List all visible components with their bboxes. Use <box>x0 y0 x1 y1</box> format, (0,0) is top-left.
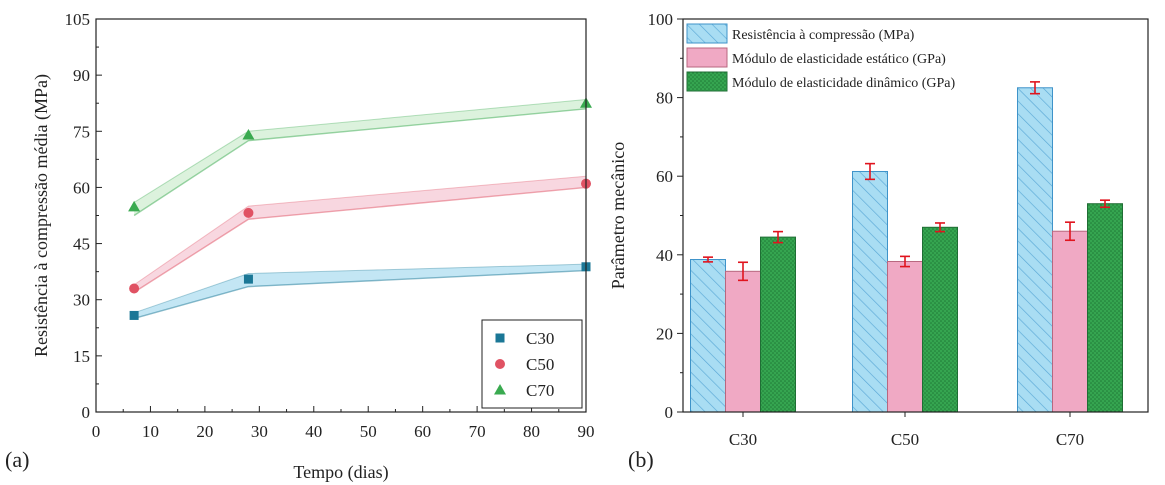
panel-a-chart: 0 10 20 30 40 50 60 70 80 90 0 15 30 45 60 75 90 105 Tem… <box>5 10 595 483</box>
panel-b-y-ticks: 0 20 40 60 80 100 <box>648 10 683 422</box>
band-C30 <box>134 264 586 319</box>
panel-b-legend: Resistência à compressão (MPa) Módulo de … <box>686 23 955 92</box>
y-tick-label: 60 <box>656 167 673 186</box>
panel-b-label: (b) <box>628 447 654 472</box>
point-C70-1 <box>242 129 255 140</box>
panel-a-legend: C30 C50 C70 <box>481 319 583 409</box>
legend-label-C70: C70 <box>526 381 554 400</box>
x-tick-label: 60 <box>414 422 431 441</box>
band-lower-C70 <box>133 108 587 217</box>
point-C50-0 <box>129 283 140 294</box>
legend-swatch-2 <box>686 71 728 92</box>
panel-b-chart: C30 C50 C70 0 20 40 60 80 100 Parâmetro mecânic… <box>608 10 1149 472</box>
panel-a-band-edges <box>133 98 587 320</box>
band-upper-C50 <box>133 175 587 286</box>
x-tick-label: 50 <box>360 422 377 441</box>
x-tick-label-C30: C30 <box>729 430 757 449</box>
x-tick-label: 30 <box>251 422 268 441</box>
x-tick-label: 70 <box>469 422 486 441</box>
y-tick-label: 30 <box>73 291 90 310</box>
legend-label-C30: C30 <box>526 329 554 348</box>
y-tick-label: 75 <box>73 122 90 141</box>
bar-C70-0 <box>1017 87 1053 413</box>
y-tick-label: 40 <box>656 246 673 265</box>
x-tick-label: 10 <box>142 422 159 441</box>
panel-a-x-axis-label: Tempo (dias) <box>293 462 388 483</box>
point-C30-0 <box>129 310 139 320</box>
x-tick-label-C50: C50 <box>891 430 919 449</box>
y-tick-label: 90 <box>73 66 90 85</box>
panel-a-y-ticks: 0 15 30 45 60 75 90 105 <box>65 10 102 422</box>
panel-b-error-bars <box>703 81 1110 282</box>
bar-C30-1 <box>725 270 761 413</box>
legend-marker-C50 <box>495 359 505 369</box>
bar-C70-2 <box>1087 203 1123 413</box>
bar-C50-0 <box>852 170 888 413</box>
x-tick-label: 0 <box>92 422 101 441</box>
x-tick-label: 80 <box>523 422 540 441</box>
y-tick-label: 0 <box>82 403 91 422</box>
y-tick-label: 0 <box>665 403 674 422</box>
x-tick-label: 20 <box>196 422 213 441</box>
band-lower-C30 <box>133 269 587 320</box>
point-C50-1 <box>243 207 254 218</box>
legend-label-0: Resistência à compressão (MPa) <box>732 28 915 43</box>
legend-label-1: Módulo de elasticidade estático (GPa) <box>732 52 946 67</box>
x-tick-label-C70: C70 <box>1056 430 1084 449</box>
x-tick-label: 90 <box>578 422 595 441</box>
legend-marker-C30 <box>495 333 505 343</box>
bar-C50-2 <box>922 226 958 413</box>
band-lower-C50 <box>133 186 587 293</box>
y-tick-label: 105 <box>65 10 91 29</box>
y-tick-label: 60 <box>73 178 90 197</box>
bar-C70-1 <box>1052 230 1088 413</box>
legend-swatch-0 <box>686 23 728 44</box>
point-C30-1 <box>243 274 253 284</box>
point-C70-0 <box>128 200 141 212</box>
panel-b-bars <box>690 87 1123 413</box>
y-tick-label: 80 <box>656 89 673 108</box>
panel-b-y-axis-label: Parâmetro mecânico <box>608 142 628 289</box>
bar-C50-1 <box>887 260 923 413</box>
legend-marker-C70 <box>494 384 506 395</box>
bar-C30-2 <box>760 236 796 413</box>
x-tick-label: 40 <box>305 422 322 441</box>
legend-swatch-1 <box>686 47 728 68</box>
panel-a-x-ticks: 0 10 20 30 40 50 60 70 80 90 <box>92 406 595 441</box>
panel-a-y-axis-label: Resistência à compressão média (MPa) <box>31 74 52 357</box>
band-C70 <box>134 99 586 216</box>
y-tick-label: 100 <box>648 10 674 29</box>
y-tick-label: 20 <box>656 324 673 343</box>
bar-C30-0 <box>690 259 726 413</box>
panel-a-label: (a) <box>5 447 29 472</box>
legend-label-C50: C50 <box>526 355 554 374</box>
legend-label-2: Módulo de elasticidade dinâmico (GPa) <box>732 76 955 91</box>
y-tick-label: 45 <box>73 235 90 254</box>
band-upper-C30 <box>133 263 587 314</box>
panel-b-x-ticks: C30 C50 C70 <box>729 412 1084 449</box>
y-tick-label: 15 <box>73 347 90 366</box>
